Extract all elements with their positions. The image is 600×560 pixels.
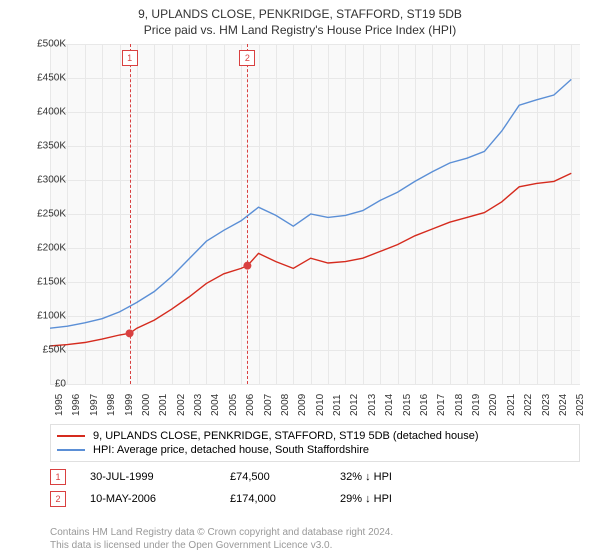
x-axis-tick-label: 2024 xyxy=(558,394,569,416)
legend-item: 9, UPLANDS CLOSE, PENKRIDGE, STAFFORD, S… xyxy=(57,429,573,443)
y-axis-tick-label: £300K xyxy=(22,175,66,186)
legend-box: 9, UPLANDS CLOSE, PENKRIDGE, STAFFORD, S… xyxy=(50,424,580,462)
y-axis-tick-label: £0 xyxy=(22,379,66,390)
x-axis-tick-label: 2015 xyxy=(402,394,413,416)
y-axis-tick-label: £450K xyxy=(22,73,66,84)
x-axis-tick-label: 2017 xyxy=(436,394,447,416)
legend-label: HPI: Average price, detached house, Sout… xyxy=(93,444,369,456)
x-axis-tick-label: 2021 xyxy=(506,394,517,416)
x-axis-tick-label: 2000 xyxy=(141,394,152,416)
footer-line-1: Contains HM Land Registry data © Crown c… xyxy=(50,526,580,539)
chart-container: 9, UPLANDS CLOSE, PENKRIDGE, STAFFORD, S… xyxy=(0,0,600,560)
x-axis-tick-label: 1995 xyxy=(54,394,65,416)
y-axis-tick-label: £100K xyxy=(22,311,66,322)
y-axis-tick-label: £350K xyxy=(22,141,66,152)
x-axis-tick-label: 2011 xyxy=(332,394,343,416)
marker-label-box: 1 xyxy=(122,50,138,66)
transaction-date: 30-JUL-1999 xyxy=(90,471,230,483)
legend-item: HPI: Average price, detached house, Sout… xyxy=(57,443,573,457)
x-axis-tick-label: 2009 xyxy=(297,394,308,416)
y-axis-tick-label: £500K xyxy=(22,39,66,50)
transaction-price: £74,500 xyxy=(230,471,340,483)
grid-line-h xyxy=(50,384,580,385)
x-axis-tick-label: 2004 xyxy=(210,394,221,416)
transaction-date: 10-MAY-2006 xyxy=(90,493,230,505)
series-line-property xyxy=(50,173,571,346)
x-axis-tick-label: 2023 xyxy=(541,394,552,416)
x-axis-tick-label: 2007 xyxy=(263,394,274,416)
x-axis-tick-label: 2012 xyxy=(349,394,360,416)
transaction-row: 2 10-MAY-2006£174,00029% ↓ HPI xyxy=(50,488,580,510)
series-line-hpi xyxy=(50,79,571,328)
x-axis-tick-label: 2018 xyxy=(454,394,465,416)
footer-line-2: This data is licensed under the Open Gov… xyxy=(50,539,580,552)
x-axis-tick-label: 2003 xyxy=(193,394,204,416)
x-axis-tick-label: 2008 xyxy=(280,394,291,416)
x-axis-tick-label: 1998 xyxy=(106,394,117,416)
legend-swatch xyxy=(57,449,85,451)
marker-dot xyxy=(243,262,251,270)
y-axis-tick-label: £200K xyxy=(22,243,66,254)
transaction-pct: 29% ↓ HPI xyxy=(340,493,450,505)
y-axis-tick-label: £250K xyxy=(22,209,66,220)
legend-label: 9, UPLANDS CLOSE, PENKRIDGE, STAFFORD, S… xyxy=(93,430,479,442)
x-axis-tick-label: 2022 xyxy=(523,394,534,416)
chart-plot-area xyxy=(50,44,580,384)
transaction-price: £174,000 xyxy=(230,493,340,505)
x-axis-tick-label: 2006 xyxy=(245,394,256,416)
x-axis-tick-label: 2019 xyxy=(471,394,482,416)
transaction-row: 1 30-JUL-1999£74,50032% ↓ HPI xyxy=(50,466,580,488)
x-axis-tick-label: 2020 xyxy=(488,394,499,416)
x-axis-tick-label: 2025 xyxy=(575,394,586,416)
x-axis-tick-label: 1996 xyxy=(71,394,82,416)
chart-title: 9, UPLANDS CLOSE, PENKRIDGE, STAFFORD, S… xyxy=(0,0,600,23)
transactions-table: 1 30-JUL-1999£74,50032% ↓ HPI 2 10-MAY-2006… xyxy=(50,466,580,510)
chart-subtitle: Price paid vs. HM Land Registry's House … xyxy=(0,23,600,41)
x-axis-tick-label: 2014 xyxy=(384,394,395,416)
x-axis-tick-label: 1997 xyxy=(89,394,100,416)
footer-text: Contains HM Land Registry data © Crown c… xyxy=(50,526,580,552)
y-axis-tick-label: £400K xyxy=(22,107,66,118)
x-axis-tick-label: 2002 xyxy=(176,394,187,416)
x-axis-tick-label: 2016 xyxy=(419,394,430,416)
marker-dot xyxy=(126,329,134,337)
y-axis-tick-label: £150K xyxy=(22,277,66,288)
transaction-pct: 32% ↓ HPI xyxy=(340,471,450,483)
x-axis-tick-label: 2013 xyxy=(367,394,378,416)
transaction-marker: 2 xyxy=(50,491,66,507)
transaction-marker: 1 xyxy=(50,469,66,485)
chart-svg xyxy=(50,44,580,384)
x-axis-tick-label: 1999 xyxy=(124,394,135,416)
legend-swatch xyxy=(57,435,85,437)
x-axis-tick-label: 2010 xyxy=(315,394,326,416)
x-axis-tick-label: 2001 xyxy=(158,394,169,416)
y-axis-tick-label: £50K xyxy=(22,345,66,356)
x-axis-tick-label: 2005 xyxy=(228,394,239,416)
marker-label-box: 2 xyxy=(239,50,255,66)
